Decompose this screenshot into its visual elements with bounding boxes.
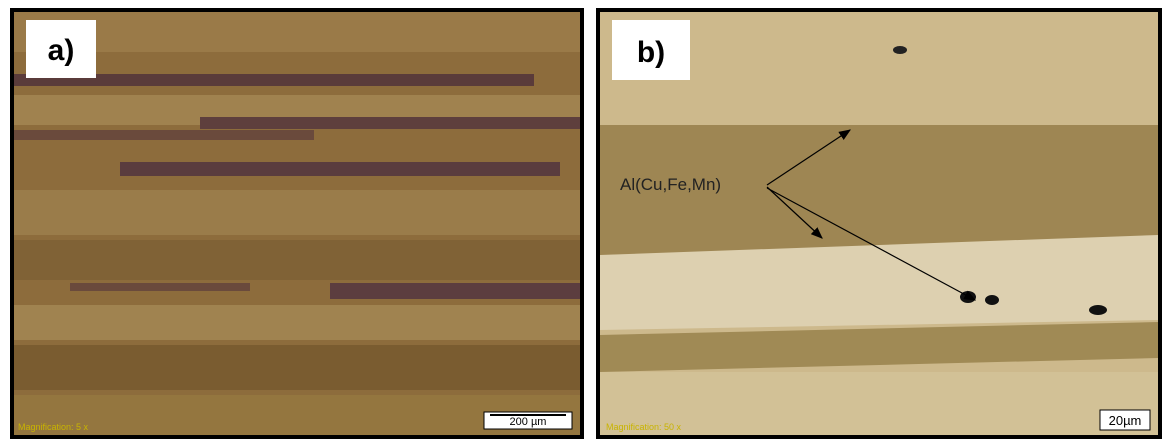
figure: a) Magnification: 5 x 200 µm b) Al(Cu,Fe… (0, 0, 1162, 441)
scale-bar-label: 200 µm (510, 416, 547, 428)
panel-label: a) (48, 34, 75, 67)
scale-bar-label: 20µm (1109, 413, 1142, 428)
panel-label: b) (637, 36, 665, 69)
panel-a: a) Magnification: 5 x 200 µm (10, 8, 584, 439)
annotation: Al(Cu,Fe,Mn) (620, 175, 721, 194)
panel-b: b) Al(Cu,Fe,Mn) Magnification: 50 x 20µm (596, 8, 1162, 439)
magnification: Magnification: 50 x (606, 422, 682, 432)
magnification: Magnification: 5 x (18, 422, 89, 432)
